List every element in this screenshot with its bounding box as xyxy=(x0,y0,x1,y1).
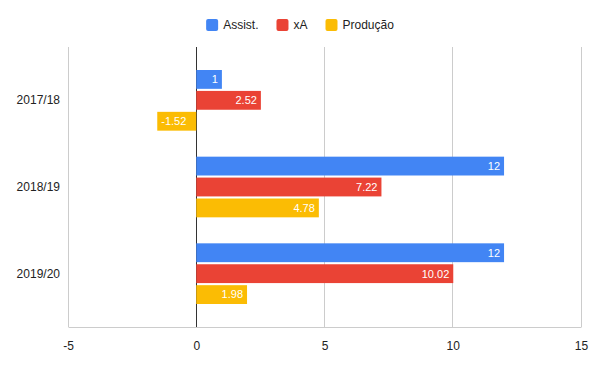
x-tick: 0 xyxy=(193,327,200,353)
bar xyxy=(196,178,381,197)
x-tick-label: -5 xyxy=(63,339,74,353)
y-axis: 2017/18 2018/19 2019/20 xyxy=(17,58,69,318)
grid-line xyxy=(452,47,453,327)
data-label: 2.52 xyxy=(235,94,256,106)
grid-line xyxy=(581,47,582,327)
legend: Assist. xA Produção xyxy=(206,18,394,32)
bar xyxy=(196,70,222,89)
bar xyxy=(157,112,196,131)
x-tick-label: 15 xyxy=(575,339,589,353)
legend-swatch xyxy=(325,19,337,31)
x-tick-label: 10 xyxy=(447,339,461,353)
data-label: 1 xyxy=(212,73,218,85)
legend-item: Produção xyxy=(325,18,394,32)
chart: -5 0 5 10 15 2017/18 2018/19 2019/20 1 12 12 2.52 7.… xyxy=(0,0,600,371)
data-label: 4.78 xyxy=(293,202,314,214)
bar xyxy=(196,285,247,304)
data-label: 7.22 xyxy=(356,181,377,193)
data-label: -1.52 xyxy=(161,115,186,127)
y-tick: 2018/19 xyxy=(17,180,68,194)
data-label: 10.02 xyxy=(422,268,450,280)
y-axis-line xyxy=(68,58,69,318)
x-axis-line xyxy=(69,327,582,328)
y-tick-label: 2017/18 xyxy=(17,93,61,107)
legend-label: Produção xyxy=(342,18,394,32)
legend-swatch xyxy=(206,19,218,31)
y-tick: 2019/20 xyxy=(17,267,68,281)
legend-label: xA xyxy=(293,18,307,32)
bar xyxy=(196,243,504,262)
x-tick: -5 xyxy=(63,327,74,353)
legend-item: Assist. xyxy=(206,18,258,32)
legend-swatch xyxy=(276,19,288,31)
bars xyxy=(157,70,504,304)
x-tick: 15 xyxy=(575,327,589,353)
data-label: 12 xyxy=(488,160,500,172)
bar xyxy=(196,157,504,176)
y-tick-label: 2018/19 xyxy=(17,180,61,194)
grid xyxy=(68,47,581,327)
x-tick-label: 0 xyxy=(193,339,200,353)
x-tick: 5 xyxy=(322,327,329,353)
x-axis: -5 0 5 10 15 xyxy=(63,327,588,353)
legend-item: xA xyxy=(276,18,307,32)
x-tick: 10 xyxy=(447,327,461,353)
y-tick: 2017/18 xyxy=(17,93,68,107)
grid-line xyxy=(68,47,69,327)
data-label: 1.98 xyxy=(222,288,243,300)
legend-label: Assist. xyxy=(223,18,258,32)
bar xyxy=(196,199,319,218)
x-tick-label: 5 xyxy=(322,339,329,353)
data-labels: 1 12 12 2.52 7.22 10.02 -1.52 4.78 1.98 xyxy=(161,73,500,300)
y-tick-label: 2019/20 xyxy=(17,267,61,281)
bar xyxy=(196,91,261,110)
bar xyxy=(196,264,453,283)
data-label: 12 xyxy=(488,247,500,259)
